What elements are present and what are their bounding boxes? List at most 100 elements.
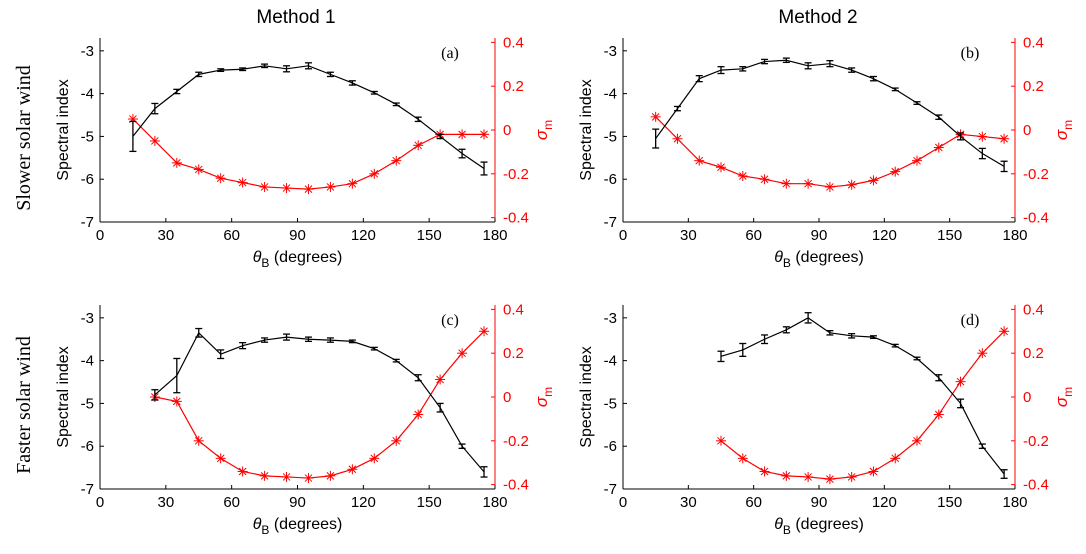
spectral-index-error-bar [978, 443, 986, 449]
spectral-index-error-bar [869, 335, 877, 340]
sigma-data-point [457, 348, 468, 359]
y-tick-label: -4 [81, 353, 94, 370]
x-tick-label: 30 [680, 494, 697, 511]
y2-axis-label: σm [532, 387, 555, 407]
spectral-index-error-bar [652, 128, 660, 149]
y-tick-label: -3 [81, 310, 94, 327]
sigma-data-point [237, 466, 248, 477]
x-tick-label: 150 [937, 227, 962, 244]
spectral-index-error-bar [826, 60, 834, 68]
y-axis-label: Spectral index [578, 346, 595, 447]
y-tick-label: -6 [81, 438, 94, 455]
chart-panel: 0 30 60 90 120 150 180 -7 -6 -5 -4 -3 -0.4 -0.2 0 0.2 0.… [55, 34, 555, 270]
spectral-index-error-bar [761, 334, 769, 345]
x-axis-label: θB (degrees) [253, 516, 343, 537]
x-tick-label: 180 [1002, 227, 1027, 244]
spectral-index-error-bar [913, 356, 921, 361]
spectral-index-error-bar [458, 443, 466, 449]
x-tick-label: 90 [811, 494, 828, 511]
sigma-data-point [391, 435, 402, 446]
spectral-index-error-bar [348, 80, 356, 86]
spectral-index-error-bar [392, 102, 400, 107]
sigma-data-point [479, 326, 490, 337]
sigma-data-point [259, 470, 270, 481]
sigma-data-point [868, 466, 879, 477]
spectral-index-series-line [154, 331, 485, 473]
spectral-index-error-bar [891, 343, 899, 348]
sigma-data-point [413, 409, 424, 420]
spectral-index-error-bar [151, 102, 159, 115]
spectral-index-error-bar [957, 398, 965, 409]
y2-tick-label: 0.4 [1023, 34, 1044, 51]
y-tick-label: -7 [81, 481, 94, 498]
y2-tick-label: -0.4 [503, 210, 529, 227]
x-tick-label: 90 [289, 227, 306, 244]
sigma-data-point [281, 183, 292, 194]
panel-label: (b) [961, 45, 980, 62]
panel-label: (a) [441, 45, 459, 62]
y-axis-label: Spectral index [55, 79, 72, 180]
sigma-data-point [303, 184, 314, 195]
sigma-data-point [846, 471, 857, 482]
y-tick-label: -5 [81, 128, 94, 145]
x-tick-label: 30 [157, 227, 174, 244]
y-tick-label: -3 [604, 43, 617, 60]
y2-tick-label: -0.2 [1023, 433, 1049, 450]
x-tick-label: 150 [417, 227, 442, 244]
sigma-data-point [457, 129, 468, 140]
y2-tick-label: 0 [1023, 389, 1031, 406]
sigma-data-point [933, 142, 944, 153]
sigma-data-point [933, 409, 944, 420]
sigma-data-point [325, 181, 336, 192]
y-tick-label: -7 [604, 481, 617, 498]
sigma-data-point [737, 171, 748, 181]
y2-axis-label: σm [1052, 120, 1075, 140]
row-title-faster: Faster solar wind [13, 336, 35, 474]
spectral-index-error-bar [804, 312, 812, 324]
sigma-data-point [303, 473, 314, 484]
y-tick-label: -5 [81, 395, 94, 412]
y2-axis-label: σm [1052, 387, 1075, 407]
spectral-index-error-bar [717, 66, 725, 75]
y2-tick-label: 0.2 [503, 78, 524, 95]
x-axis-label: θB (degrees) [774, 516, 864, 537]
x-tick-label: 60 [745, 227, 762, 244]
x-tick-label: 120 [872, 494, 897, 511]
spectral-index-error-bar [1000, 160, 1008, 173]
spectral-index-error-bar [848, 67, 856, 73]
spectral-index-error-bar [414, 116, 422, 123]
spectral-index-error-bar [458, 148, 466, 159]
sigma-series-line [154, 330, 485, 479]
x-tick-label: 180 [482, 227, 507, 244]
spectral-index-error-bar [239, 342, 247, 350]
x-axis-label: θB (degrees) [253, 249, 343, 270]
sigma-data-point [694, 155, 705, 166]
sigma-data-point [193, 435, 204, 446]
sigma-data-point [716, 435, 726, 446]
sigma-data-point [759, 174, 770, 185]
y-tick-label: -3 [604, 310, 617, 327]
sigma-data-point [824, 181, 835, 192]
spectral-index-error-bar [370, 90, 378, 95]
panel-label: (c) [441, 312, 459, 329]
sigma-data-point [347, 464, 358, 475]
spectral-index-error-bar [739, 342, 747, 357]
spectral-index-error-bar [370, 346, 378, 351]
sigma-data-point [999, 326, 1010, 337]
spectral-index-error-bar [739, 66, 747, 72]
spectral-index-error-bar [480, 161, 488, 176]
spectral-index-error-bar [304, 62, 312, 70]
spectral-index-error-bar [304, 336, 312, 343]
spectral-index-error-bar [826, 330, 834, 336]
spectral-index-series-line [720, 317, 1005, 475]
x-tick-label: 30 [680, 227, 697, 244]
y-tick-label: -3 [81, 43, 94, 60]
sigma-data-point [171, 157, 182, 168]
x-tick-label: 0 [96, 494, 104, 511]
spectral-index-error-bar [436, 133, 444, 140]
x-axis-label: θB (degrees) [774, 249, 864, 270]
y-axis-label: Spectral index [55, 346, 72, 447]
y-tick-label: -6 [81, 171, 94, 188]
y2-tick-label: 0.2 [503, 345, 524, 362]
